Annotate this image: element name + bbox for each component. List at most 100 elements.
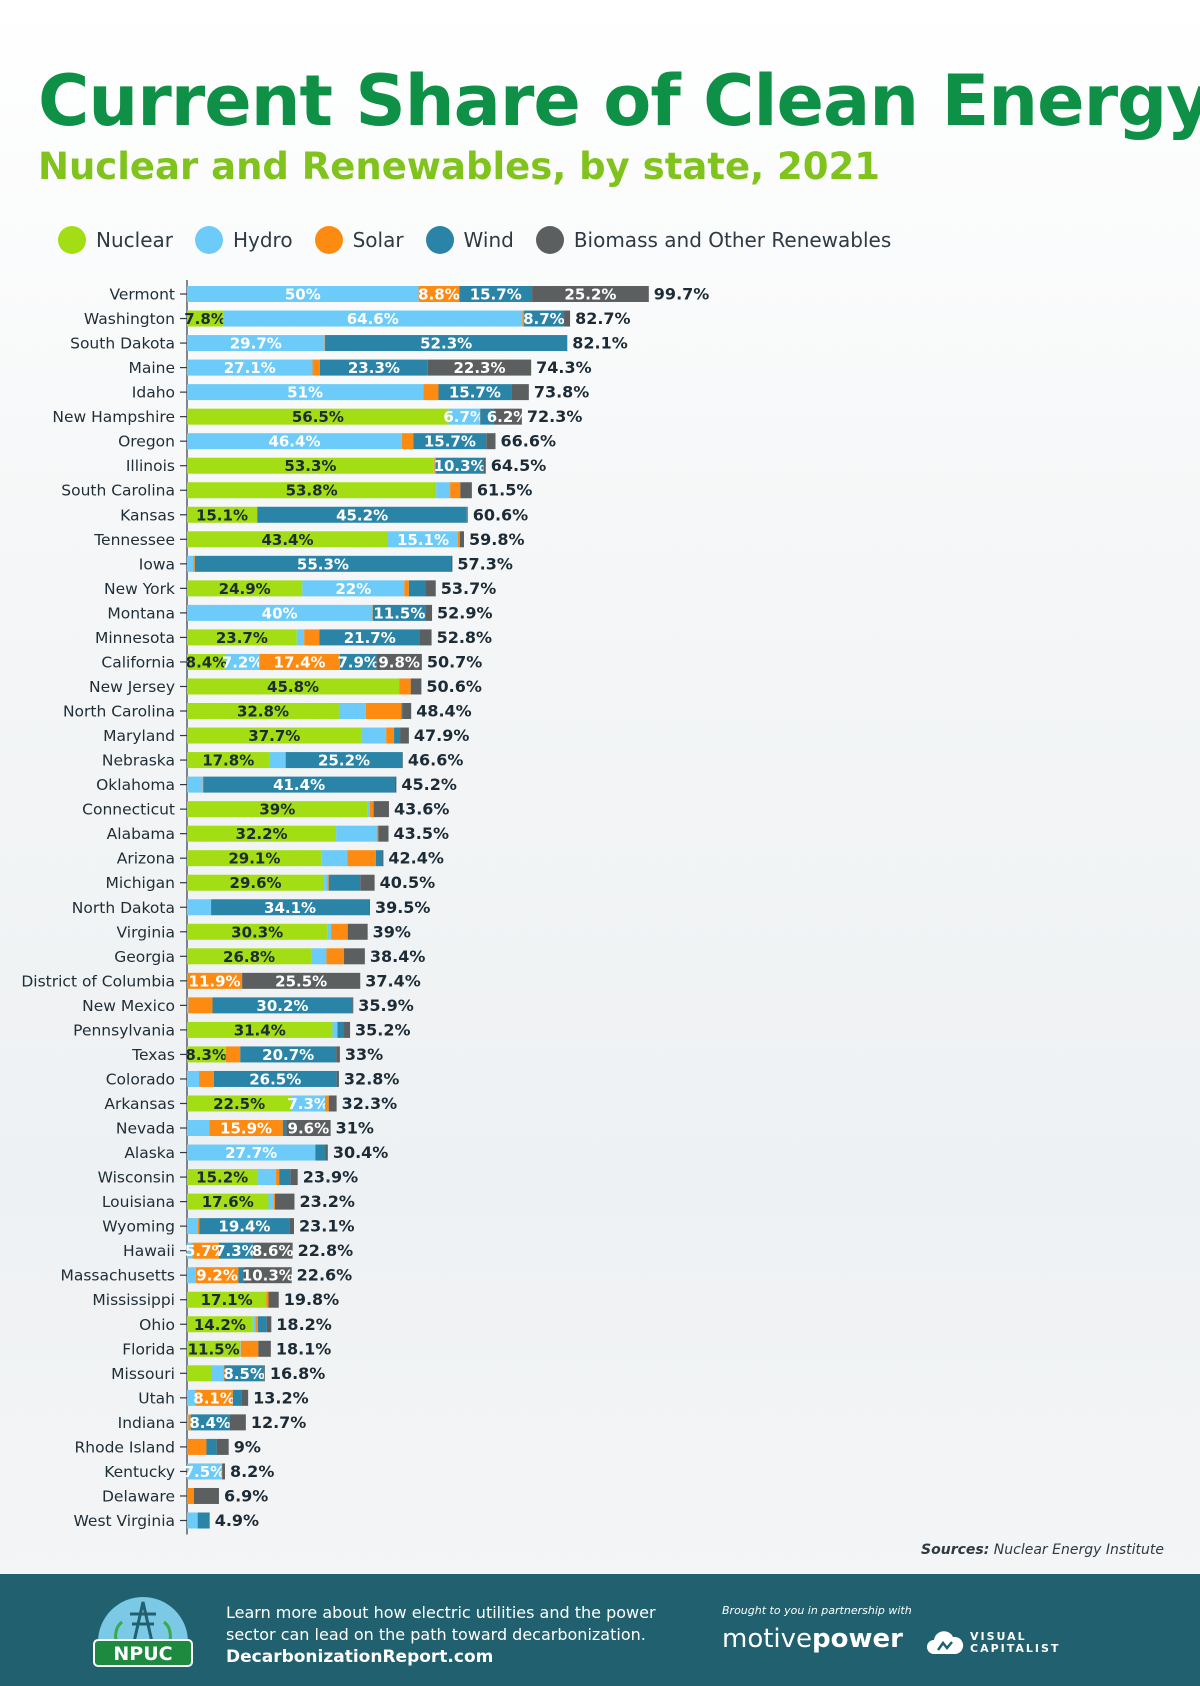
bar-maryland-solar [386, 727, 395, 744]
data-label-new-mexico-wind: 30.2% [256, 997, 308, 1015]
bar-north-dakota-wind [211, 899, 370, 916]
total-label-alaska: 30.4% [333, 1143, 389, 1162]
bar-north-dakota-biomass-and-other-renewables [369, 899, 370, 916]
data-label-massachusetts-solar: 9.2% [196, 1267, 238, 1285]
data-label-utah-solar: 8.1% [193, 1389, 235, 1407]
data-label-idaho-wind: 15.7% [449, 384, 501, 402]
bar-massachusetts-solar [195, 1267, 239, 1284]
data-label-new-york-hydro: 22% [335, 580, 371, 598]
data-label-nebraska-wind: 25.2% [318, 752, 370, 770]
data-label-oklahoma-wind: 41.4% [273, 776, 325, 794]
bar-michigan-hydro [324, 874, 328, 891]
total-label-georgia: 38.4% [370, 947, 426, 966]
data-label-indiana-wind: 8.4% [189, 1414, 231, 1432]
data-label-new-hampshire-hydro: 6.7% [443, 408, 485, 426]
total-label-utah: 13.2% [253, 1388, 309, 1407]
state-label-maine: Maine [128, 359, 175, 377]
bar-west-virginia-hydro [187, 1512, 198, 1529]
bar-south-carolina-nuclear [187, 482, 437, 499]
data-label-district-of-columbia-solar: 11.9% [189, 972, 241, 990]
data-label-missouri-wind: 8.5% [223, 1365, 265, 1383]
total-label-california: 50.7% [427, 652, 483, 671]
bar-florida-solar [240, 1340, 259, 1357]
total-label-texas: 33% [345, 1045, 383, 1064]
bar-wisconsin-wind [279, 1169, 291, 1186]
data-label-vermont-wind: 15.7% [470, 286, 522, 304]
bar-south-carolina-hydro [436, 482, 451, 499]
data-label-california-biomass-and-other-renewables: 9.8% [378, 653, 420, 671]
data-label-district-of-columbia-biomass-and-other-renewables: 25.5% [275, 972, 327, 990]
data-label-new-york-nuclear: 24.9% [219, 580, 271, 598]
bar-california-nuclear [187, 653, 226, 670]
bar-missouri-hydro [212, 1365, 224, 1382]
data-label-michigan-nuclear: 29.6% [230, 874, 282, 892]
legend-label-solar: Solar [352, 228, 404, 252]
total-label-washington: 82.7% [575, 309, 631, 328]
bar-maryland-wind [394, 727, 401, 744]
data-label-nevada-solar: 15.9% [220, 1120, 272, 1138]
total-label-kansas: 60.6% [473, 505, 529, 524]
bar-minnesota-biomass-and-other-renewables [419, 629, 432, 646]
bar-nevada-hydro [187, 1120, 210, 1137]
bar-kentucky-hydro [187, 1463, 222, 1480]
bar-missouri-wind [224, 1365, 264, 1382]
data-label-massachusetts-biomass-and-other-renewables: 10.3% [242, 1267, 294, 1285]
total-label-wisconsin: 23.9% [303, 1168, 359, 1187]
chart-subtitle: Nuclear and Renewables, by state, 2021 [38, 145, 881, 188]
bar-oregon-hydro [187, 433, 402, 450]
bar-north-carolina-biomass-and-other-renewables [402, 703, 412, 720]
footer-banner: NPUC Learn more about how electric utili… [0, 1574, 1200, 1686]
bar-alaska-hydro [187, 1144, 316, 1161]
bar-south-carolina-solar [450, 482, 461, 499]
bar-utah-wind [232, 1389, 242, 1406]
state-label-alaska: Alaska [124, 1144, 175, 1162]
state-label-indiana: Indiana [118, 1414, 175, 1432]
bar-oregon-solar [401, 433, 414, 450]
total-label-idaho: 73.8% [534, 383, 590, 402]
bar-arizona-solar [347, 850, 376, 867]
bar-georgia-solar [326, 948, 345, 965]
total-label-ohio: 18.2% [276, 1315, 332, 1334]
state-label-delaware: Delaware [102, 1487, 175, 1505]
partner-text: Brought to you in partnership with [722, 1604, 912, 1617]
state-label-south-dakota: South Dakota [70, 335, 175, 353]
total-label-iowa: 57.3% [457, 554, 513, 573]
legend-label-hydro: Hydro [232, 228, 293, 252]
bar-idaho-hydro [187, 384, 424, 401]
state-label-new-jersey: New Jersey [89, 678, 175, 696]
total-label-vermont: 99.7% [654, 285, 710, 304]
state-label-hawaii: Hawaii [123, 1242, 175, 1260]
npuc-logo-text: NPUC [113, 1643, 172, 1665]
bar-rhode-island-solar [187, 1438, 207, 1455]
state-label-missouri: Missouri [111, 1365, 175, 1383]
bar-illinois-solar [434, 457, 436, 474]
bar-california-wind [339, 653, 377, 670]
data-label-alaska-hydro: 27.7% [225, 1144, 277, 1162]
bar-minnesota-wind [319, 629, 420, 646]
bar-wisconsin-hydro [257, 1169, 276, 1186]
bar-tennessee-hydro [388, 531, 458, 548]
total-label-colorado: 32.8% [344, 1069, 400, 1088]
state-label-pennsylvania: Pennsylvania [73, 1021, 175, 1039]
bar-texas-biomass-and-other-renewables [336, 1046, 340, 1063]
data-label-florida-nuclear: 11.5% [188, 1340, 240, 1358]
total-label-oklahoma: 45.2% [401, 775, 457, 794]
bar-maine-biomass-and-other-renewables [427, 359, 532, 376]
bar-montana-biomass-and-other-renewables [426, 604, 433, 621]
motive-text: motive [722, 1624, 813, 1654]
bar-vermont-solar [418, 286, 460, 302]
bar-montana-wind [372, 604, 427, 621]
decarbonization-report-link[interactable]: DecarbonizationReport.com [226, 1647, 494, 1667]
data-label-south-carolina-nuclear: 53.8% [286, 482, 338, 500]
state-label-district-of-columbia: District of Columbia [21, 972, 175, 990]
bar-ohio-biomass-and-other-renewables [266, 1316, 272, 1333]
data-label-arkansas-nuclear: 22.5% [213, 1095, 265, 1113]
bar-alabama-nuclear [187, 825, 337, 842]
bar-kansas-biomass-and-other-renewables [466, 506, 468, 523]
data-label-idaho-hydro: 51% [287, 384, 323, 402]
bar-nebraska-nuclear [187, 752, 270, 769]
total-label-illinois: 64.5% [491, 456, 547, 475]
bar-north-dakota-hydro [187, 899, 212, 916]
bar-hawaii-solar [192, 1242, 219, 1259]
legend-swatch-nuclear [58, 226, 86, 254]
